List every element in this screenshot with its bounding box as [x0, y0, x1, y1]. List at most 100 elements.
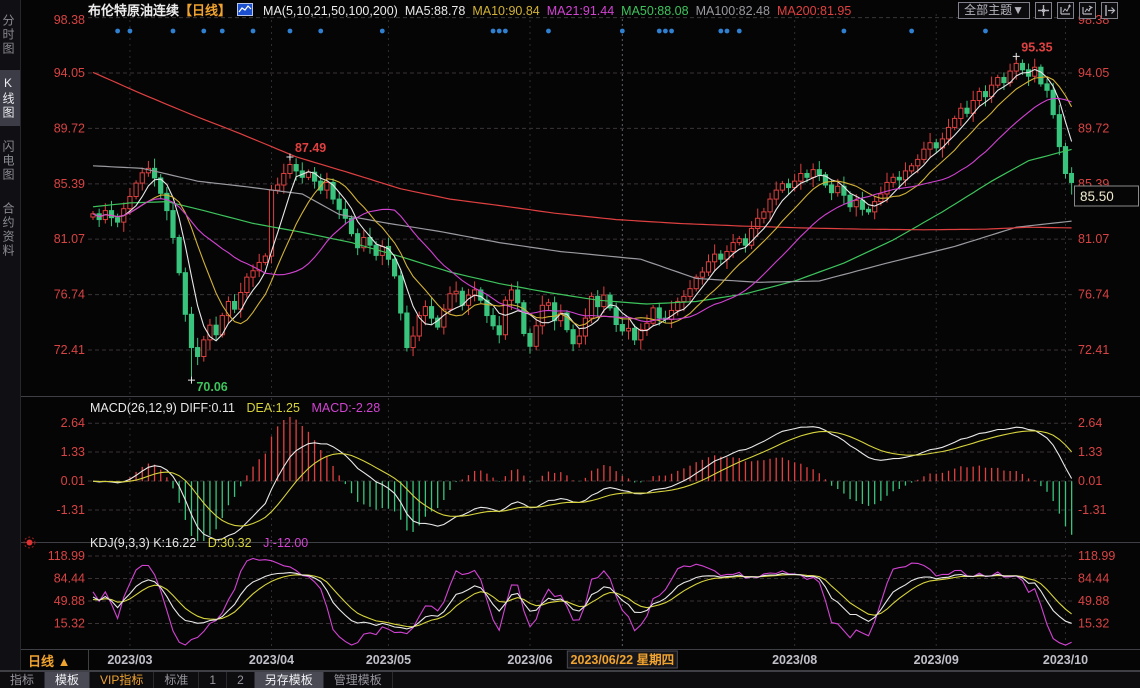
kdj-k-value: KDJ(9,3,3) K:16.22	[90, 536, 197, 550]
ma21-line	[92, 97, 1072, 323]
event-dot[interactable]	[718, 28, 724, 34]
axis-price-label: 84.44	[54, 571, 85, 585]
x-axis-month-label: 2023/06	[507, 653, 552, 667]
ma100-line	[92, 165, 1072, 283]
ma50-value: MA50:88.08	[621, 4, 689, 18]
chart-header: 布伦特原油连续【日线】 MA(5,10,21,50,100,200) MA5:88.…	[22, 0, 1140, 22]
event-dot[interactable]	[379, 28, 385, 34]
macd-dea-value: DEA:1.25	[246, 401, 300, 415]
ma-group-label: MA(5,10,21,50,100,200)	[263, 4, 398, 18]
sidebar-item-lightning-chart[interactable]: 闪电图	[1, 140, 15, 182]
event-dot[interactable]	[170, 28, 176, 34]
dea-line	[92, 430, 1073, 527]
pan-right-icon[interactable]	[1101, 2, 1118, 19]
kdj-pane-label: KDJ(9,3,3) K:16.22 D:30.32 J:-12.00	[90, 536, 316, 550]
axis-price-label: 49.88	[54, 594, 85, 608]
axis-price-label: -1.31	[57, 503, 86, 517]
toolbar-standard-button[interactable]: 标准	[154, 672, 200, 688]
toolbar-save-template-button[interactable]: 另存模板	[254, 672, 324, 688]
x-axis-labels: 2023/03 2023/04 2023/05 2023/06 2023/06/22 星…	[107, 650, 1088, 669]
event-dot[interactable]	[496, 28, 502, 34]
axis-price-label: 72.41	[1078, 343, 1109, 357]
zoom-right-range-icon[interactable]	[1079, 2, 1096, 19]
axis-price-label: 15.32	[54, 617, 85, 631]
sidebar-item-contract-info[interactable]: 合约资料	[1, 202, 15, 258]
ma100-value: MA100:82.48	[695, 4, 770, 18]
left-tab-strip: 分时图 K线图 闪电图 合约资料	[0, 0, 21, 670]
event-dot[interactable]	[656, 28, 662, 34]
x-axis-month-label: 2023/05	[366, 653, 411, 667]
axis-price-label: 84.44	[1078, 571, 1109, 585]
axis-price-label: 98.38	[54, 13, 85, 27]
event-dot[interactable]	[490, 28, 496, 34]
axis-price-label: 81.07	[1078, 232, 1109, 246]
event-dot[interactable]	[546, 28, 551, 34]
pane-separators	[0, 396, 1140, 671]
event-dot[interactable]	[219, 28, 225, 34]
d-line	[92, 574, 1072, 628]
toolbar-template-button[interactable]: 模板	[45, 672, 91, 688]
event-dot[interactable]	[619, 28, 625, 34]
macd-pane-label: MACD(26,12,9) DIFF:0.11 DEA:1.25 MACD:-2…	[90, 401, 388, 415]
axis-price-label: -1.31	[1078, 503, 1107, 517]
event-dot[interactable]	[250, 28, 256, 34]
bottom-toolbar: 指标 模板 VIP指标 标准 1 2 另存模板 管理模板	[0, 671, 1140, 688]
event-dot[interactable]	[669, 28, 674, 34]
event-dot[interactable]	[909, 28, 915, 34]
toolbar-vip-indicator-button[interactable]: VIP指标	[90, 672, 155, 688]
sidebar-item-timeshare-chart[interactable]: 分时图	[1, 14, 15, 56]
axis-price-label: 81.07	[54, 232, 85, 246]
ma10-value: MA10:90.84	[472, 4, 540, 18]
last-price-indicator: 85.50	[1074, 185, 1139, 207]
axis-price-label: 94.05	[1078, 66, 1109, 80]
ma-lines	[92, 68, 1073, 342]
extreme-price-label: 87.49	[295, 141, 326, 155]
zoom-left-range-icon[interactable]	[1057, 2, 1074, 19]
axis-price-label: 118.99	[48, 549, 85, 563]
toolbar-slot2-button[interactable]: 2	[227, 672, 255, 688]
extreme-marker-icon	[1012, 52, 1020, 60]
extreme-price-label: 70.06	[196, 380, 227, 394]
axis-price-label: 2.64	[61, 416, 85, 430]
sidebar-item-kline-chart[interactable]: K线图	[0, 70, 20, 126]
x-axis-month-label: 2023/04	[249, 653, 294, 667]
diff-line	[92, 426, 1073, 541]
crosshair-move-icon[interactable]	[1035, 2, 1052, 19]
crosshair-date-label: 2023/06/22 星期四	[571, 652, 675, 667]
event-dot[interactable]	[127, 28, 133, 34]
macd-pane	[92, 416, 1073, 541]
event-dot[interactable]	[983, 28, 988, 34]
candle-series	[90, 56, 1074, 381]
axis-price-label: 94.05	[54, 66, 85, 80]
event-dot[interactable]	[724, 28, 730, 34]
period-selector[interactable]: 日线 ▲	[28, 654, 71, 669]
event-dot[interactable]	[841, 28, 847, 34]
event-dot[interactable]	[318, 28, 324, 34]
x-axis-month-label: 2023/09	[914, 653, 959, 667]
axis-price-label: 49.88	[1078, 594, 1109, 608]
kdj-j-value: J:-12.00	[263, 536, 309, 550]
event-dot[interactable]	[115, 28, 121, 34]
extreme-price-label: 95.35	[1021, 40, 1052, 54]
event-dot[interactable]	[201, 28, 207, 34]
axis-price-label: 89.72	[54, 121, 85, 135]
ma200-value: MA200:81.95	[776, 4, 852, 18]
x-axis-month-label: 2023/03	[107, 653, 152, 667]
extreme-marker-icon	[187, 376, 195, 384]
toolbar-manage-template-button[interactable]: 管理模板	[324, 672, 393, 688]
event-dot[interactable]	[502, 28, 508, 34]
toolbar-slot1-button[interactable]: 1	[199, 672, 228, 688]
event-dot[interactable]	[736, 28, 742, 34]
hot-indicator-icon[interactable]	[23, 536, 36, 549]
x-axis-month-label: 2023/08	[772, 653, 817, 667]
extreme-marker-icon	[286, 153, 294, 161]
event-dot[interactable]	[663, 28, 668, 34]
theme-selector-button[interactable]: 全部主题▼	[958, 2, 1030, 19]
ma5-value: MA5:88.78	[404, 4, 466, 18]
mini-line-chart-icon[interactable]	[237, 3, 254, 16]
event-dot[interactable]	[287, 28, 293, 34]
ma21-value: MA21:91.44	[546, 4, 615, 18]
toolbar-indicators-button[interactable]: 指标	[0, 672, 46, 688]
